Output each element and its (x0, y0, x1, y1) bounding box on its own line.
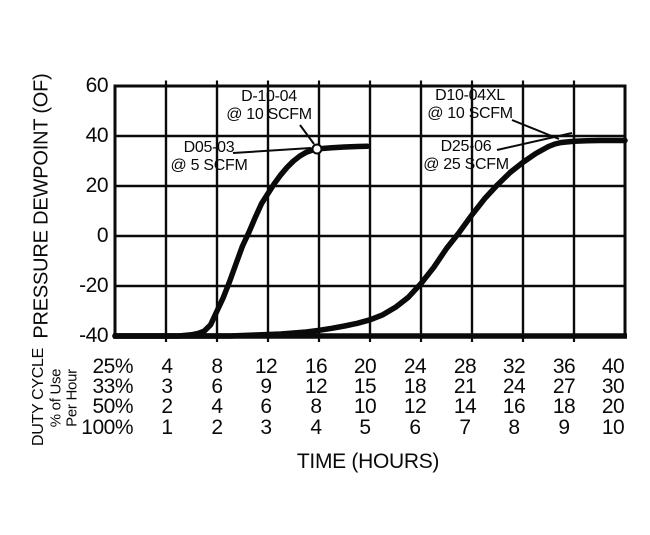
annotation-d25-06: D25-06 @ 25 SCFM (423, 138, 509, 174)
duty-hours-cell: 9 (558, 416, 570, 439)
annotation-flow-rate: @ 25 SCFM (423, 156, 509, 173)
annotation-model-name: D25-06 (440, 138, 492, 155)
duty-hours-cell: 9 (260, 375, 272, 398)
duty-table-row: 50% 2 4 6 8 10 12 14 16 18 20 (0, 396, 650, 417)
annotation-d10-04xl: D10-04XL @ 10 SCFM (427, 87, 513, 123)
duty-cycle-row-label: 33% (92, 375, 133, 398)
duty-hours-cell: 5 (359, 416, 371, 439)
duty-table-row: 100% 1 2 3 4 5 6 7 8 9 10 (0, 417, 650, 438)
duty-hours-cell: 16 (502, 395, 526, 418)
dewpoint-curve-1 (112, 137, 628, 339)
duty-cycle-row-label: 50% (92, 395, 133, 418)
duty-hours-cell: 12 (403, 395, 427, 418)
duty-hours-cell: 32 (502, 355, 526, 378)
annotation-flow-rate: @ 5 SCFM (170, 157, 248, 174)
duty-hours-cell: 18 (552, 395, 576, 418)
duty-hours-cell: 27 (552, 375, 576, 398)
duty-hours-cell: 1 (161, 416, 173, 439)
duty-hours-cell: 20 (353, 355, 377, 378)
y-tick-60: 60 (85, 74, 109, 97)
duty-hours-cell: 18 (403, 375, 427, 398)
duty-hours-cell: 10 (601, 416, 625, 439)
duty-hours-cell: 4 (211, 395, 223, 418)
annotation-d05-03: D05-03 @ 5 SCFM (171, 139, 248, 175)
duty-hours-cell: 8 (310, 395, 322, 418)
duty-hours-cell: 24 (403, 355, 427, 378)
duty-hours-cell: 30 (601, 375, 625, 398)
duty-cycle-row-label: 100% (81, 416, 133, 439)
annotation-model-name: D05-03 (183, 139, 235, 156)
y-tick-neg40: -40 (79, 324, 108, 347)
duty-hours-cell: 8 (211, 355, 223, 378)
duty-hours-cell: 3 (260, 416, 272, 439)
duty-hours-cell: 40 (601, 355, 625, 378)
duty-hours-cell: 6 (260, 395, 272, 418)
annotation-leader-line (511, 119, 560, 140)
duty-hours-cell: 16 (304, 355, 328, 378)
annotation-model-name: D-10-04 (241, 88, 297, 105)
duty-hours-cell: 10 (353, 395, 377, 418)
annotation-model-name: D10-04XL (435, 87, 505, 104)
duty-hours-cell: 15 (353, 375, 377, 398)
duty-cycle-row-label: 25% (92, 355, 133, 378)
duty-table-row: 33% 3 6 9 12 15 18 21 24 27 30 (0, 376, 650, 397)
duty-hours-cell: 8 (508, 416, 520, 439)
y-tick-0: 0 (96, 224, 109, 247)
annotation-leader-line (496, 132, 573, 151)
x-axis-title: TIME (HOURS) (296, 450, 440, 473)
duty-hours-cell: 24 (502, 375, 526, 398)
duty-hours-cell: 28 (453, 355, 477, 378)
duty-hours-cell: 4 (161, 355, 173, 378)
annotation-flow-rate: @ 10 SCFM (427, 105, 513, 122)
duty-hours-cell: 12 (254, 355, 278, 378)
duty-hours-cell: 12 (304, 375, 328, 398)
duty-hours-cell: 6 (211, 375, 223, 398)
y-tick-neg20: -20 (79, 274, 108, 297)
duty-hours-cell: 21 (453, 375, 477, 398)
annotation-d-10-04: D-10-04 @ 10 SCFM (226, 88, 312, 124)
duty-hours-cell: 36 (552, 355, 576, 378)
annotation-marker-circle (311, 143, 323, 155)
duty-hours-cell: 3 (161, 375, 173, 398)
y-tick-20: 20 (85, 174, 109, 197)
duty-hours-cell: 4 (310, 416, 322, 439)
duty-hours-cell: 2 (161, 395, 173, 418)
y-axis-title: PRESSURE DEWPOINT (OF) (30, 73, 53, 339)
annotation-leader-line (232, 147, 312, 154)
y-tick-40: 40 (85, 124, 109, 147)
duty-hours-cell: 14 (453, 395, 477, 418)
duty-table-row: 25% 4 8 12 16 20 24 28 32 36 40 (0, 356, 650, 377)
duty-hours-cell: 6 (409, 416, 421, 439)
annotation-leader-line (299, 124, 315, 145)
annotation-flow-rate: @ 10 SCFM (226, 106, 312, 123)
duty-hours-cell: 7 (459, 416, 471, 439)
duty-hours-cell: 2 (211, 416, 223, 439)
duty-hours-cell: 20 (601, 395, 625, 418)
